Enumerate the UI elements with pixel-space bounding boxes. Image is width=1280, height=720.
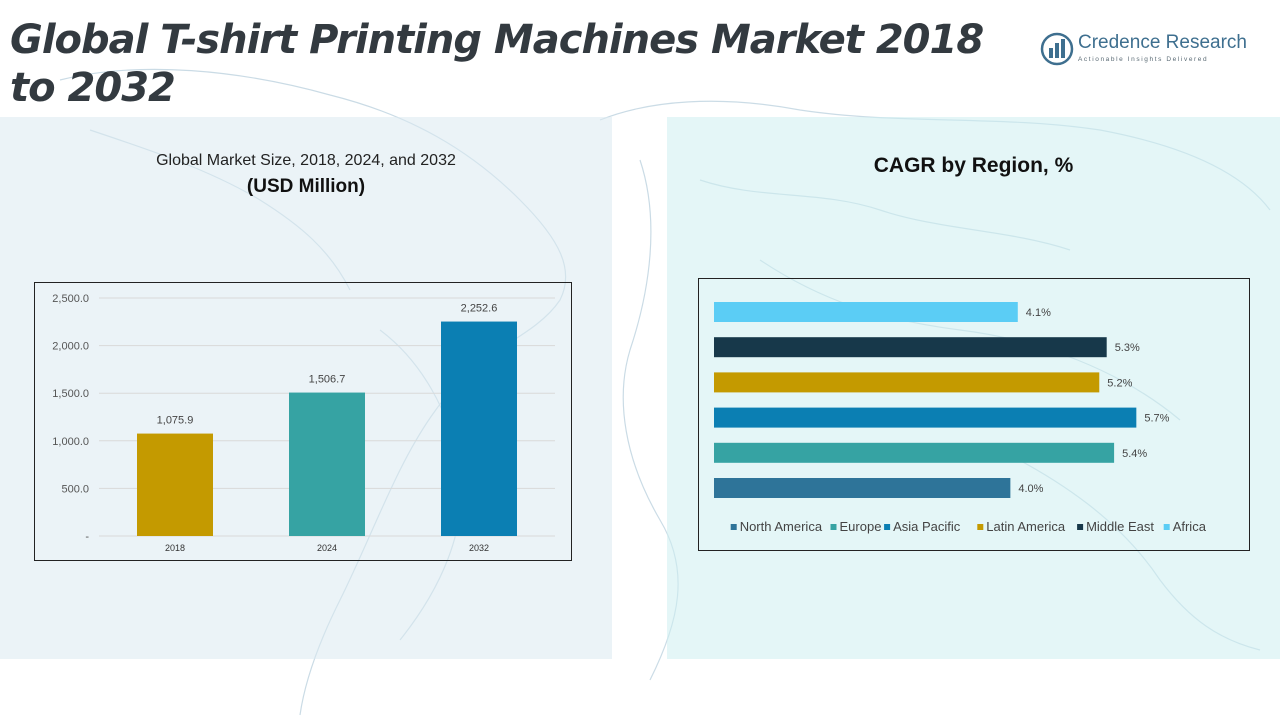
credence-research-logo: Credence Research Actionable Insights De… <box>1040 32 1270 68</box>
legend-swatch <box>1077 524 1084 530</box>
bar-asia-pacific <box>714 407 1137 428</box>
data-label-middle-east: 5.3% <box>1115 342 1140 354</box>
data-label-2032: 2,252.6 <box>461 303 498 315</box>
legend-label: Asia Pacific <box>893 519 961 534</box>
y-tick-label: 2,000.0 <box>52 341 89 353</box>
bar-2032 <box>441 321 517 536</box>
market-size-chart-svg: - 500.0 1,000.0 1,500.0 2,000.0 2,500.0 1,075.… <box>52 293 555 553</box>
bar-europe <box>714 442 1115 463</box>
y-tick-label: - <box>85 531 89 543</box>
legend-swatch <box>830 524 837 530</box>
bar-latin-america <box>714 372 1100 393</box>
legend-swatch <box>977 524 984 530</box>
logo-name: Credence Research <box>1078 32 1247 53</box>
data-label-2024: 1,506.7 <box>309 374 346 386</box>
cagr-chart-title: CAGR by Region, % <box>873 154 1074 177</box>
bar-2024 <box>289 392 365 536</box>
page-title: Global T-shirt Printing Machines Market … <box>10 17 984 111</box>
x-tick-label: 2024 <box>317 543 337 553</box>
y-tick-label: 500.0 <box>61 483 89 495</box>
data-label-europe: 5.4% <box>1122 448 1147 460</box>
legend-label: Europe <box>840 519 882 534</box>
legend-label: Africa <box>1173 519 1207 534</box>
legend-label: Middle East <box>1086 519 1154 534</box>
bar-north-america <box>714 478 1011 498</box>
market-size-bar-chart: - 500.0 1,000.0 1,500.0 2,000.0 2,500.0 1,075.… <box>34 282 572 561</box>
cagr-region-bar-chart: 4.0% 5.4% 5.7% 5.2% 5.3% 4.1% North America Eur… <box>698 278 1250 551</box>
market-size-chart-title: Global Market Size, 2018, 2024, and 2032 <box>156 152 456 169</box>
data-label-asia-pacific: 5.7% <box>1144 413 1169 425</box>
legend-swatch <box>730 524 737 530</box>
y-tick-label: 1,000.0 <box>52 436 89 448</box>
bar-middle-east <box>714 337 1107 358</box>
data-label-north-america: 4.0% <box>1018 483 1043 495</box>
y-tick-label: 1,500.0 <box>52 388 89 400</box>
legend-label: Latin America <box>986 519 1066 534</box>
x-tick-label: 2018 <box>165 543 185 553</box>
logo-tagline: Actionable Insights Delivered <box>1078 56 1209 63</box>
bar-2018 <box>137 433 213 536</box>
legend-swatch <box>884 524 891 530</box>
y-tick-label: 2,500.0 <box>52 293 89 305</box>
cagr-chart-svg: 4.0% 5.4% 5.7% 5.2% 5.3% 4.1% North America Eur… <box>714 302 1207 534</box>
data-label-latin-america: 5.2% <box>1107 377 1132 389</box>
legend-label: North America <box>740 519 823 534</box>
data-label-africa: 4.1% <box>1026 307 1051 319</box>
legend-swatch <box>1163 524 1170 530</box>
logo-icon <box>1040 32 1074 66</box>
market-size-chart-unit: (USD Million) <box>246 176 366 197</box>
bar-africa <box>714 302 1018 322</box>
x-tick-label: 2032 <box>469 543 489 553</box>
data-label-2018: 1,075.9 <box>157 415 194 427</box>
